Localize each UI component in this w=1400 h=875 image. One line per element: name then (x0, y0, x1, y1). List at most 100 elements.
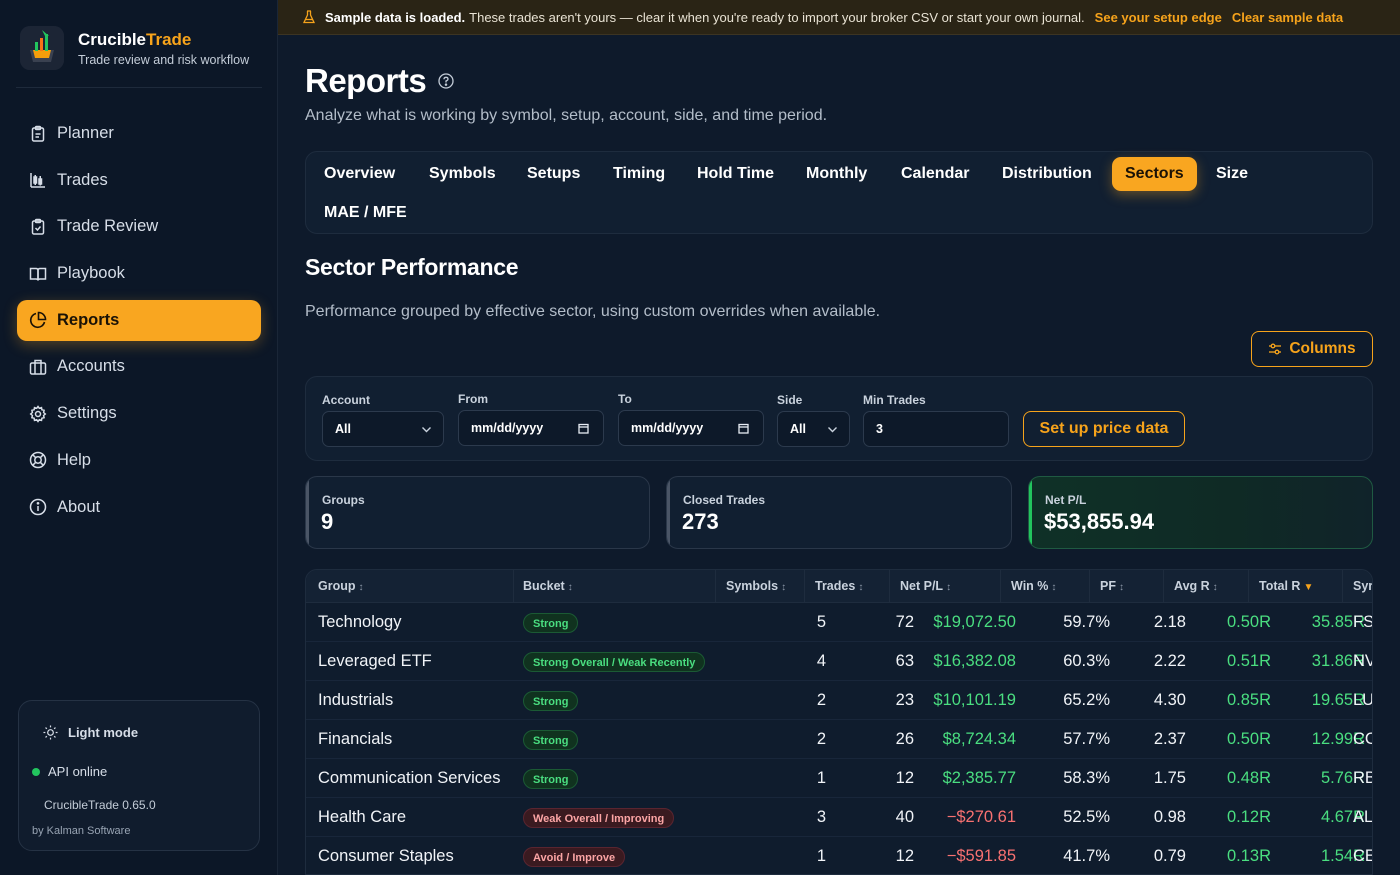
set-up-price-data-button[interactable]: Set up price data (1023, 411, 1185, 447)
filters-panel: Account All From mm/dd/yyyy To mm/dd/yyy… (305, 376, 1373, 461)
column-header-win-pct[interactable]: Win % ↕ (1011, 579, 1057, 593)
table-row[interactable]: Industrials 2 23 $10,101.19 65.2% 4.30 0.85R 19… (306, 681, 1372, 720)
nav-item-accounts[interactable]: Accounts (17, 346, 261, 387)
table-row[interactable]: Financials 2 26 $8,724.34 57.7% 2.37 0.50R 12.9… (306, 720, 1372, 759)
nav-label: Planner (57, 124, 114, 142)
cell-win: 65.2% (1063, 691, 1110, 709)
tab-symbols[interactable]: Symbols (429, 165, 496, 182)
nav-item-help[interactable]: Help (17, 440, 261, 481)
stat-card-closed-trades: Closed Trades 273 (666, 476, 1012, 549)
banner-bold-text: Sample data is loaded. (325, 9, 466, 25)
cell-pf: 2.37 (1153, 730, 1186, 748)
table-row[interactable]: Technology 5 72 $19,072.50 59.7% 2.18 0.50R 35.… (306, 603, 1372, 642)
cell-group: Health Care (318, 808, 407, 826)
calendar-icon (578, 423, 589, 434)
sort-icon: ↕ (1118, 582, 1124, 593)
divider (16, 87, 262, 88)
tab-hold-time[interactable]: Hold Time (697, 165, 775, 182)
cell-avg-r: 0.13R (1226, 847, 1271, 865)
cell-win: 57.7% (1063, 730, 1110, 748)
section-description: Performance grouped by effective sector,… (305, 303, 881, 320)
tab-distribution[interactable]: Distribution (1002, 165, 1092, 182)
tab-calendar[interactable]: Calendar (901, 165, 970, 182)
clear-sample-data-link[interactable]: Clear sample data (1231, 9, 1344, 25)
cell-group: Industrials (318, 691, 394, 709)
brand[interactable]: CrucibleTrade Trade review and risk work… (20, 26, 249, 70)
tab-size[interactable]: Size (1216, 165, 1249, 182)
building-icon (29, 359, 47, 375)
cell-pf: 0.79 (1153, 847, 1186, 865)
tab-overview[interactable]: Overview (324, 165, 396, 182)
candlestick-icon (30, 173, 45, 188)
tab-timing[interactable]: Timing (613, 165, 666, 182)
nav-item-settings[interactable]: Settings (17, 393, 261, 434)
cell-group: Financials (318, 730, 393, 748)
table-row[interactable]: Leveraged ETF 4 63 $16,382.08 60.3% 2.22 0.51R… (306, 642, 1372, 681)
chevron-down-icon (422, 427, 431, 433)
tab-setups[interactable]: Setups (527, 165, 581, 182)
cell-trades: 40 (895, 808, 914, 826)
column-header-pf[interactable]: PF ↕ (1100, 579, 1124, 593)
nav-item-about[interactable]: About (17, 487, 261, 528)
report-tabs: Overview Symbols Setups Timing Hold Time… (305, 151, 1373, 234)
table-row[interactable]: Consumer Staples 1 12 −$591.85 41.7% 0.79 0.13… (306, 837, 1372, 874)
column-header-symbol-list[interactable]: Syr (1353, 579, 1373, 593)
cell-avg-r: 0.51R (1226, 652, 1271, 670)
flask-icon (302, 10, 316, 24)
to-date-input[interactable]: mm/dd/yyyy (618, 410, 764, 446)
account-select[interactable]: All (322, 411, 444, 447)
sliders-icon (1269, 343, 1282, 355)
nav-label: Help (57, 450, 91, 469)
cell-avg-r: 0.85R (1226, 691, 1271, 709)
column-header-symbols[interactable]: Symbols ↕ (726, 579, 787, 593)
cell-avg-r: 0.50R (1226, 730, 1271, 748)
column-header-avg-r[interactable]: Avg R ↕ (1174, 579, 1218, 593)
column-header-total-r[interactable]: Total R ▼ (1259, 579, 1314, 593)
nav-item-trades[interactable]: Trades (17, 160, 261, 201)
stat-label: Closed Trades (683, 493, 766, 507)
min-trades-input[interactable]: 3 (863, 411, 1009, 447)
cell-win: 58.3% (1063, 769, 1110, 787)
sector-table: Group ↕ Bucket ↕ Symbols ↕ Trades ↕ Net P/L ↕… (305, 569, 1373, 875)
tab-monthly[interactable]: Monthly (806, 165, 868, 182)
cell-net: −$591.85 (946, 847, 1016, 865)
nav-item-playbook[interactable]: Playbook (17, 253, 261, 294)
nav-label: Playbook (57, 264, 125, 283)
nav-item-reports[interactable]: Reports (17, 299, 261, 341)
page-description: Analyze what is working by symbol, setup… (305, 107, 828, 124)
column-header-bucket[interactable]: Bucket ↕ (523, 579, 573, 593)
table-row[interactable]: Health Care 3 40 −$270.61 52.5% 0.98 0.12R 4.67… (306, 798, 1372, 837)
tab-sectors[interactable]: Sectors (1112, 157, 1197, 191)
sidebar-footer-card: Light mode API online CrucibleTrade 0.65… (18, 700, 260, 851)
cell-total-r: 5.76R (1320, 769, 1365, 787)
nav-item-planner[interactable]: Planner (17, 113, 261, 154)
cell-net: $16,382.08 (933, 652, 1016, 670)
cell-group: Communication Services (318, 769, 501, 787)
light-mode-toggle[interactable]: Light mode (43, 725, 138, 740)
sort-icon: ↕ (1212, 582, 1218, 593)
nav-item-trade-review[interactable]: Trade Review (17, 206, 261, 247)
columns-button[interactable]: Columns (1251, 331, 1373, 367)
nav-label: Trades (57, 170, 108, 189)
column-header-trades[interactable]: Trades ↕ (815, 579, 864, 593)
table-row[interactable]: Communication Services 1 12 $2,385.77 58.3% 1… (306, 759, 1372, 798)
bucket-badge: Avoid / Improve (523, 847, 626, 867)
column-header-group[interactable]: Group ↕ (318, 579, 364, 593)
see-setup-edge-link[interactable]: See your setup edge (1094, 9, 1222, 25)
from-date-input[interactable]: mm/dd/yyyy (458, 410, 604, 446)
account-select-value: All (335, 422, 351, 436)
cell-win: 59.7% (1063, 613, 1110, 631)
side-select[interactable]: All (777, 411, 850, 447)
cell-total-r: 35.85R (1311, 613, 1365, 631)
column-header-net-pl[interactable]: Net P/L ↕ (900, 579, 952, 593)
cell-sym: NV (1353, 652, 1372, 670)
cell-trades: 23 (895, 691, 914, 709)
tab-mae-mfe[interactable]: MAE / MFE (324, 204, 407, 221)
byline: by Kalman Software (32, 825, 131, 837)
calendar-icon (738, 423, 749, 434)
sort-icon: ↕ (858, 582, 864, 593)
brand-subtitle: Trade review and risk workflow (78, 52, 250, 67)
side-select-value: All (790, 422, 806, 436)
cell-pf: 2.22 (1153, 652, 1186, 670)
help-circle-icon[interactable] (438, 73, 454, 89)
